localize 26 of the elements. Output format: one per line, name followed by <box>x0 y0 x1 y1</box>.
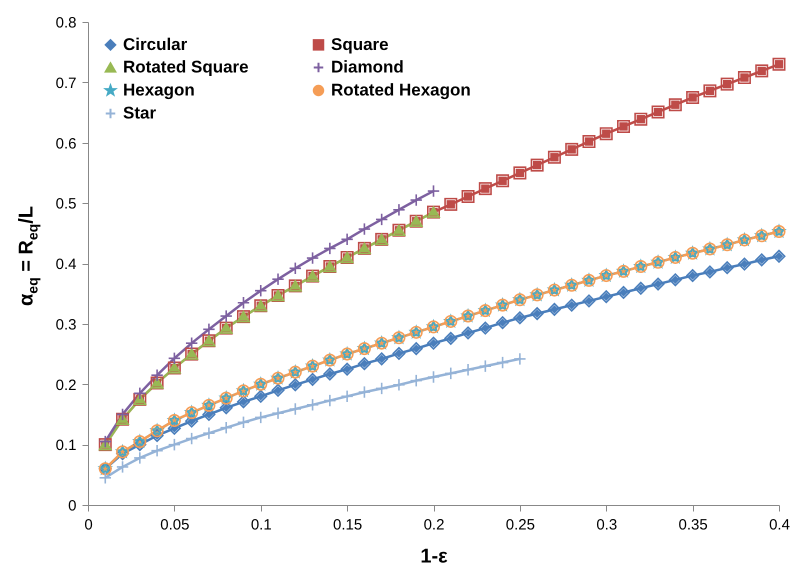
legend-label: Hexagon <box>123 80 195 100</box>
y-tick-label: 0.8 <box>56 14 76 32</box>
legend-label: Diamond <box>331 58 404 76</box>
legend-label: Circular <box>123 34 188 54</box>
legend-label: Rotated Square <box>123 58 249 76</box>
x-tick-label: 0.2 <box>424 516 444 534</box>
y-tick-label: 0.2 <box>56 376 76 394</box>
x-tick-label: 0.15 <box>333 516 362 534</box>
y-tick-label: 0.5 <box>56 196 76 213</box>
y-tick-label: 0.7 <box>56 74 76 92</box>
x-axis-title: 1-ε <box>420 546 448 568</box>
x-tick-label: 0 <box>84 516 93 534</box>
y-tick-label: 0.3 <box>56 316 76 334</box>
x-tick-label: 0.1 <box>250 516 272 534</box>
legend-label: Square <box>331 34 389 54</box>
x-tick-label: 0.3 <box>596 516 618 534</box>
x-tick-label: 0.25 <box>506 516 535 534</box>
x-tick-label: 0.4 <box>769 516 790 534</box>
y-tick-label: 0 <box>68 498 76 514</box>
y-tick-label: 0.1 <box>56 437 76 454</box>
x-tick-label: 0.05 <box>160 516 190 534</box>
legend-label: Rotated Hexagon <box>331 80 471 100</box>
legend-label: Star <box>123 104 156 122</box>
y-tick-label: 0.4 <box>56 256 76 273</box>
y-tick-label: 0.6 <box>56 135 76 152</box>
x-tick-label: 0.35 <box>678 516 708 534</box>
